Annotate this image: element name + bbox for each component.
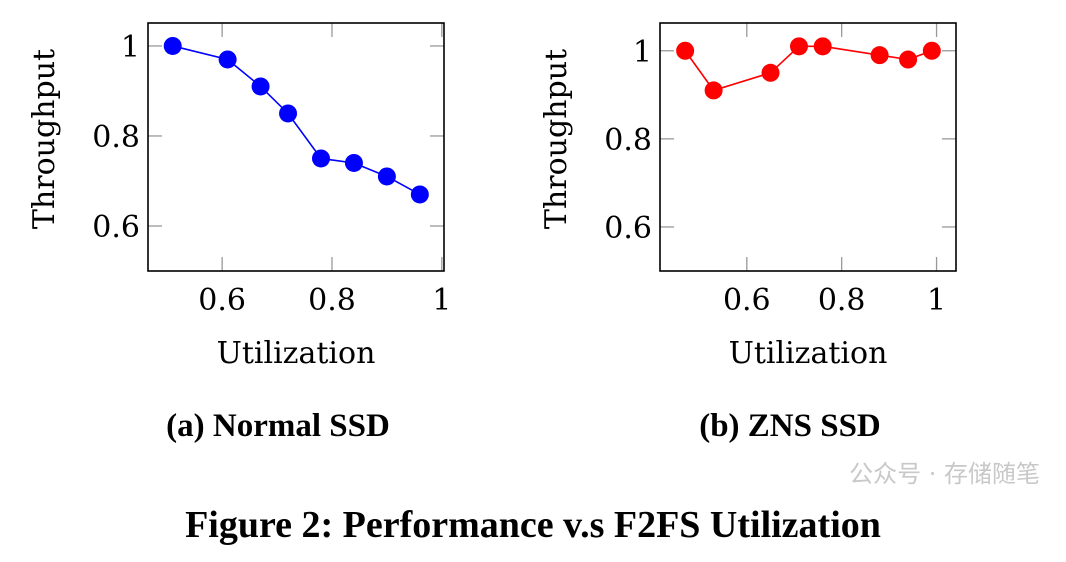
data-point xyxy=(344,153,363,172)
data-point xyxy=(676,41,695,60)
y-axis-label: Throughput xyxy=(539,49,574,229)
x-axis-label: Utilization xyxy=(729,336,888,371)
data-point xyxy=(279,104,298,123)
data-point xyxy=(218,50,237,69)
figure-caption: Figure 2: Performance v.s F2FS Utilizati… xyxy=(185,504,881,546)
series-line xyxy=(684,45,933,92)
data-point xyxy=(761,63,780,82)
axes-frame xyxy=(147,22,445,272)
x-tick-label: 0.8 xyxy=(818,283,866,318)
data-point xyxy=(311,149,330,168)
chart-normal-ssd: 0.6 0.8 1 0.6 0.8 1 Utilization Throughput xyxy=(27,22,451,371)
subcaption-b: (b) ZNS SSD xyxy=(699,408,881,444)
x-tick-label: 1 xyxy=(432,283,451,318)
y-tick-label: 0.6 xyxy=(604,211,652,246)
data-point xyxy=(163,36,182,55)
y-tick-label: 1 xyxy=(633,35,652,70)
y-tick-label: 1 xyxy=(121,30,140,65)
data-point xyxy=(377,167,396,186)
y-tick-label: 0.6 xyxy=(92,210,140,245)
x-tick-label: 0.8 xyxy=(308,283,356,318)
x-tick-label: 1 xyxy=(927,283,946,318)
data-point xyxy=(899,50,918,69)
chart-zns-ssd: 0.6 0.8 1 0.6 0.8 1 Utilization Throughput xyxy=(539,22,957,371)
axes-frame xyxy=(659,22,957,272)
data-point xyxy=(410,185,429,204)
y-tick-label: 0.8 xyxy=(92,120,140,155)
x-tick-label: 0.6 xyxy=(198,283,246,318)
y-axis-label: Throughput xyxy=(27,49,62,229)
data-point xyxy=(789,37,808,56)
x-axis-label: Utilization xyxy=(217,336,376,371)
data-point xyxy=(251,77,270,96)
subcaption-a: (a) Normal SSD xyxy=(166,408,390,444)
data-point xyxy=(922,41,941,60)
data-point xyxy=(704,81,723,100)
y-tick-label: 0.8 xyxy=(604,123,652,158)
watermark: 公众号 · 存储随笔 xyxy=(849,460,1040,488)
data-point xyxy=(813,37,832,56)
data-point xyxy=(870,46,889,65)
x-tick-label: 0.6 xyxy=(723,283,771,318)
